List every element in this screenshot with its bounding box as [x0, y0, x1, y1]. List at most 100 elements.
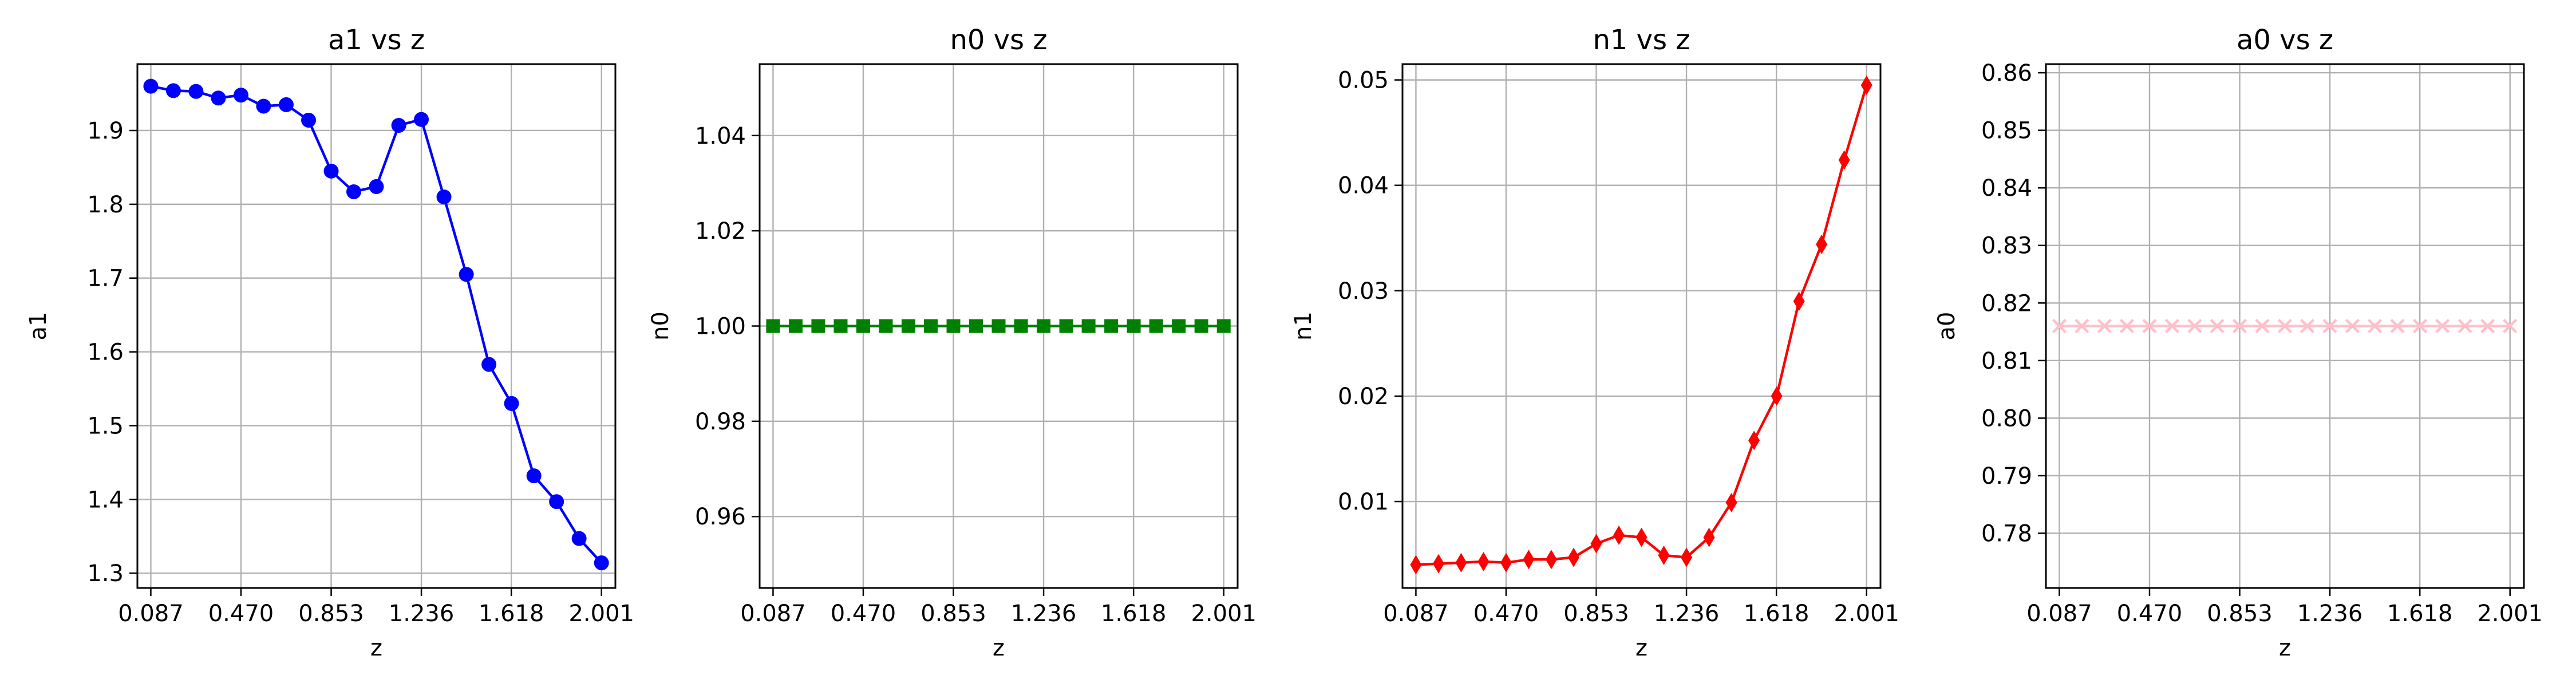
data-point	[256, 98, 271, 114]
y-tick-label: 0.85	[1981, 118, 2032, 144]
data-point	[1455, 552, 1467, 572]
y-tick-label: 1.5	[87, 413, 124, 439]
data-point	[571, 531, 587, 546]
data-point	[165, 83, 181, 98]
data-point	[1149, 319, 1163, 333]
y-tick-label: 0.02	[1338, 384, 1389, 410]
y-tick-label: 1.7	[87, 266, 124, 292]
x-axis-label: z	[993, 635, 1005, 661]
y-tick-label: 0.01	[1338, 489, 1389, 515]
chart-title: n1 vs z	[1593, 24, 1690, 56]
data-point	[946, 319, 961, 333]
chart-panel-1: 0.087 0.470 0.853 1.236 1.618 2.001 1.3 1.4 1.5 1…	[25, 24, 634, 661]
data-point	[2345, 318, 2360, 334]
data-point	[1410, 555, 1422, 575]
data-point	[2390, 318, 2405, 334]
data-point	[2300, 318, 2315, 334]
x-tick-label: 0.087	[2026, 601, 2092, 627]
data-point	[481, 357, 497, 372]
x-tick-label: 1.618	[2387, 601, 2453, 627]
data-point	[2210, 318, 2225, 334]
chart-panel-4: 0.087 0.470 0.853 1.236 1.618 2.001 0.78 0.79 0.…	[1934, 24, 2543, 661]
x-tick-label: 2.001	[1834, 601, 1899, 627]
data-point	[1037, 319, 1051, 333]
data-point	[1725, 492, 1737, 512]
x-tick-label: 2.001	[568, 601, 634, 627]
data-point	[211, 90, 226, 106]
data-point	[1860, 75, 1872, 95]
y-tick-label: 1.04	[695, 123, 746, 149]
y-tick-label: 0.04	[1338, 173, 1389, 199]
data-point	[301, 112, 317, 128]
data-point	[1432, 554, 1444, 574]
data-point	[811, 319, 825, 333]
x-tick-label: 2.001	[1191, 601, 1257, 627]
data-point	[1545, 550, 1557, 570]
x-tick-label: 1.618	[1744, 601, 1809, 627]
data-point	[879, 319, 893, 333]
data-point	[143, 78, 159, 94]
x-tick-label: 1.618	[479, 601, 544, 627]
x-tick-label: 0.087	[740, 601, 806, 627]
chart-panel-2: 0.087 0.470 0.853 1.236 1.618 2.001 0.96 0.98 1.…	[647, 24, 1257, 661]
data-point	[369, 179, 384, 194]
axes-frame	[136, 63, 617, 589]
y-axis-label: a0	[1934, 312, 1960, 341]
data-point	[2187, 318, 2202, 334]
data-point	[414, 112, 429, 127]
data-point	[1816, 234, 1828, 254]
data-point	[1500, 552, 1512, 572]
axes-frame	[1401, 63, 1882, 589]
data-point	[1635, 527, 1647, 547]
data-point	[2322, 318, 2337, 334]
data-point	[1613, 525, 1625, 545]
axes-frame	[2045, 63, 2525, 589]
data-point	[901, 319, 915, 333]
x-tick-label: 1.236	[2297, 601, 2363, 627]
y-tick-label: 0.83	[1981, 233, 2032, 259]
data-point	[2097, 318, 2112, 334]
chart-title: a1 vs z	[328, 24, 425, 56]
data-point	[2164, 318, 2180, 334]
x-tick-label: 0.853	[298, 601, 364, 627]
y-tick-label: 0.79	[1981, 463, 2032, 489]
data-point	[2255, 318, 2270, 334]
x-axis-label: z	[1635, 635, 1647, 661]
data-point	[1590, 534, 1602, 554]
data-point	[2435, 318, 2450, 334]
y-tick-label: 0.84	[1981, 175, 2032, 202]
data-point	[1771, 386, 1783, 406]
data-point	[2368, 318, 2383, 334]
data-point	[1104, 319, 1119, 333]
data-point	[188, 84, 204, 99]
data-point	[1014, 319, 1028, 333]
data-point	[233, 88, 248, 103]
data-point	[2232, 318, 2247, 334]
data-point	[2458, 318, 2472, 334]
y-axis-label: n1	[1290, 311, 1317, 341]
data-point	[1081, 319, 1096, 333]
y-tick-label: 0.98	[695, 409, 746, 435]
x-tick-label: 0.853	[920, 601, 986, 627]
data-point	[323, 163, 339, 179]
y-tick-label: 1.00	[695, 314, 746, 340]
data-point	[391, 117, 406, 133]
data-point	[1477, 551, 1490, 571]
data-point	[1658, 545, 1670, 565]
data-point	[856, 319, 870, 333]
chart-panel-3: 0.087 0.470 0.853 1.236 1.618 2.001 0.01 0.02 0.…	[1290, 24, 1899, 661]
data-point	[1838, 150, 1850, 170]
y-tick-label: 1.9	[87, 118, 124, 144]
data-point	[1703, 527, 1715, 547]
x-axis-label: z	[2279, 635, 2291, 661]
y-tick-label: 1.6	[87, 339, 124, 366]
y-tick-label: 1.4	[87, 487, 124, 513]
data-point	[991, 319, 1006, 333]
data-point	[1793, 291, 1805, 311]
data-point	[278, 97, 294, 112]
y-tick-label: 1.02	[695, 218, 746, 244]
data-point	[1216, 319, 1231, 333]
x-tick-label: 0.470	[2117, 601, 2183, 627]
x-tick-label: 0.087	[1383, 601, 1449, 627]
data-point	[549, 494, 564, 510]
